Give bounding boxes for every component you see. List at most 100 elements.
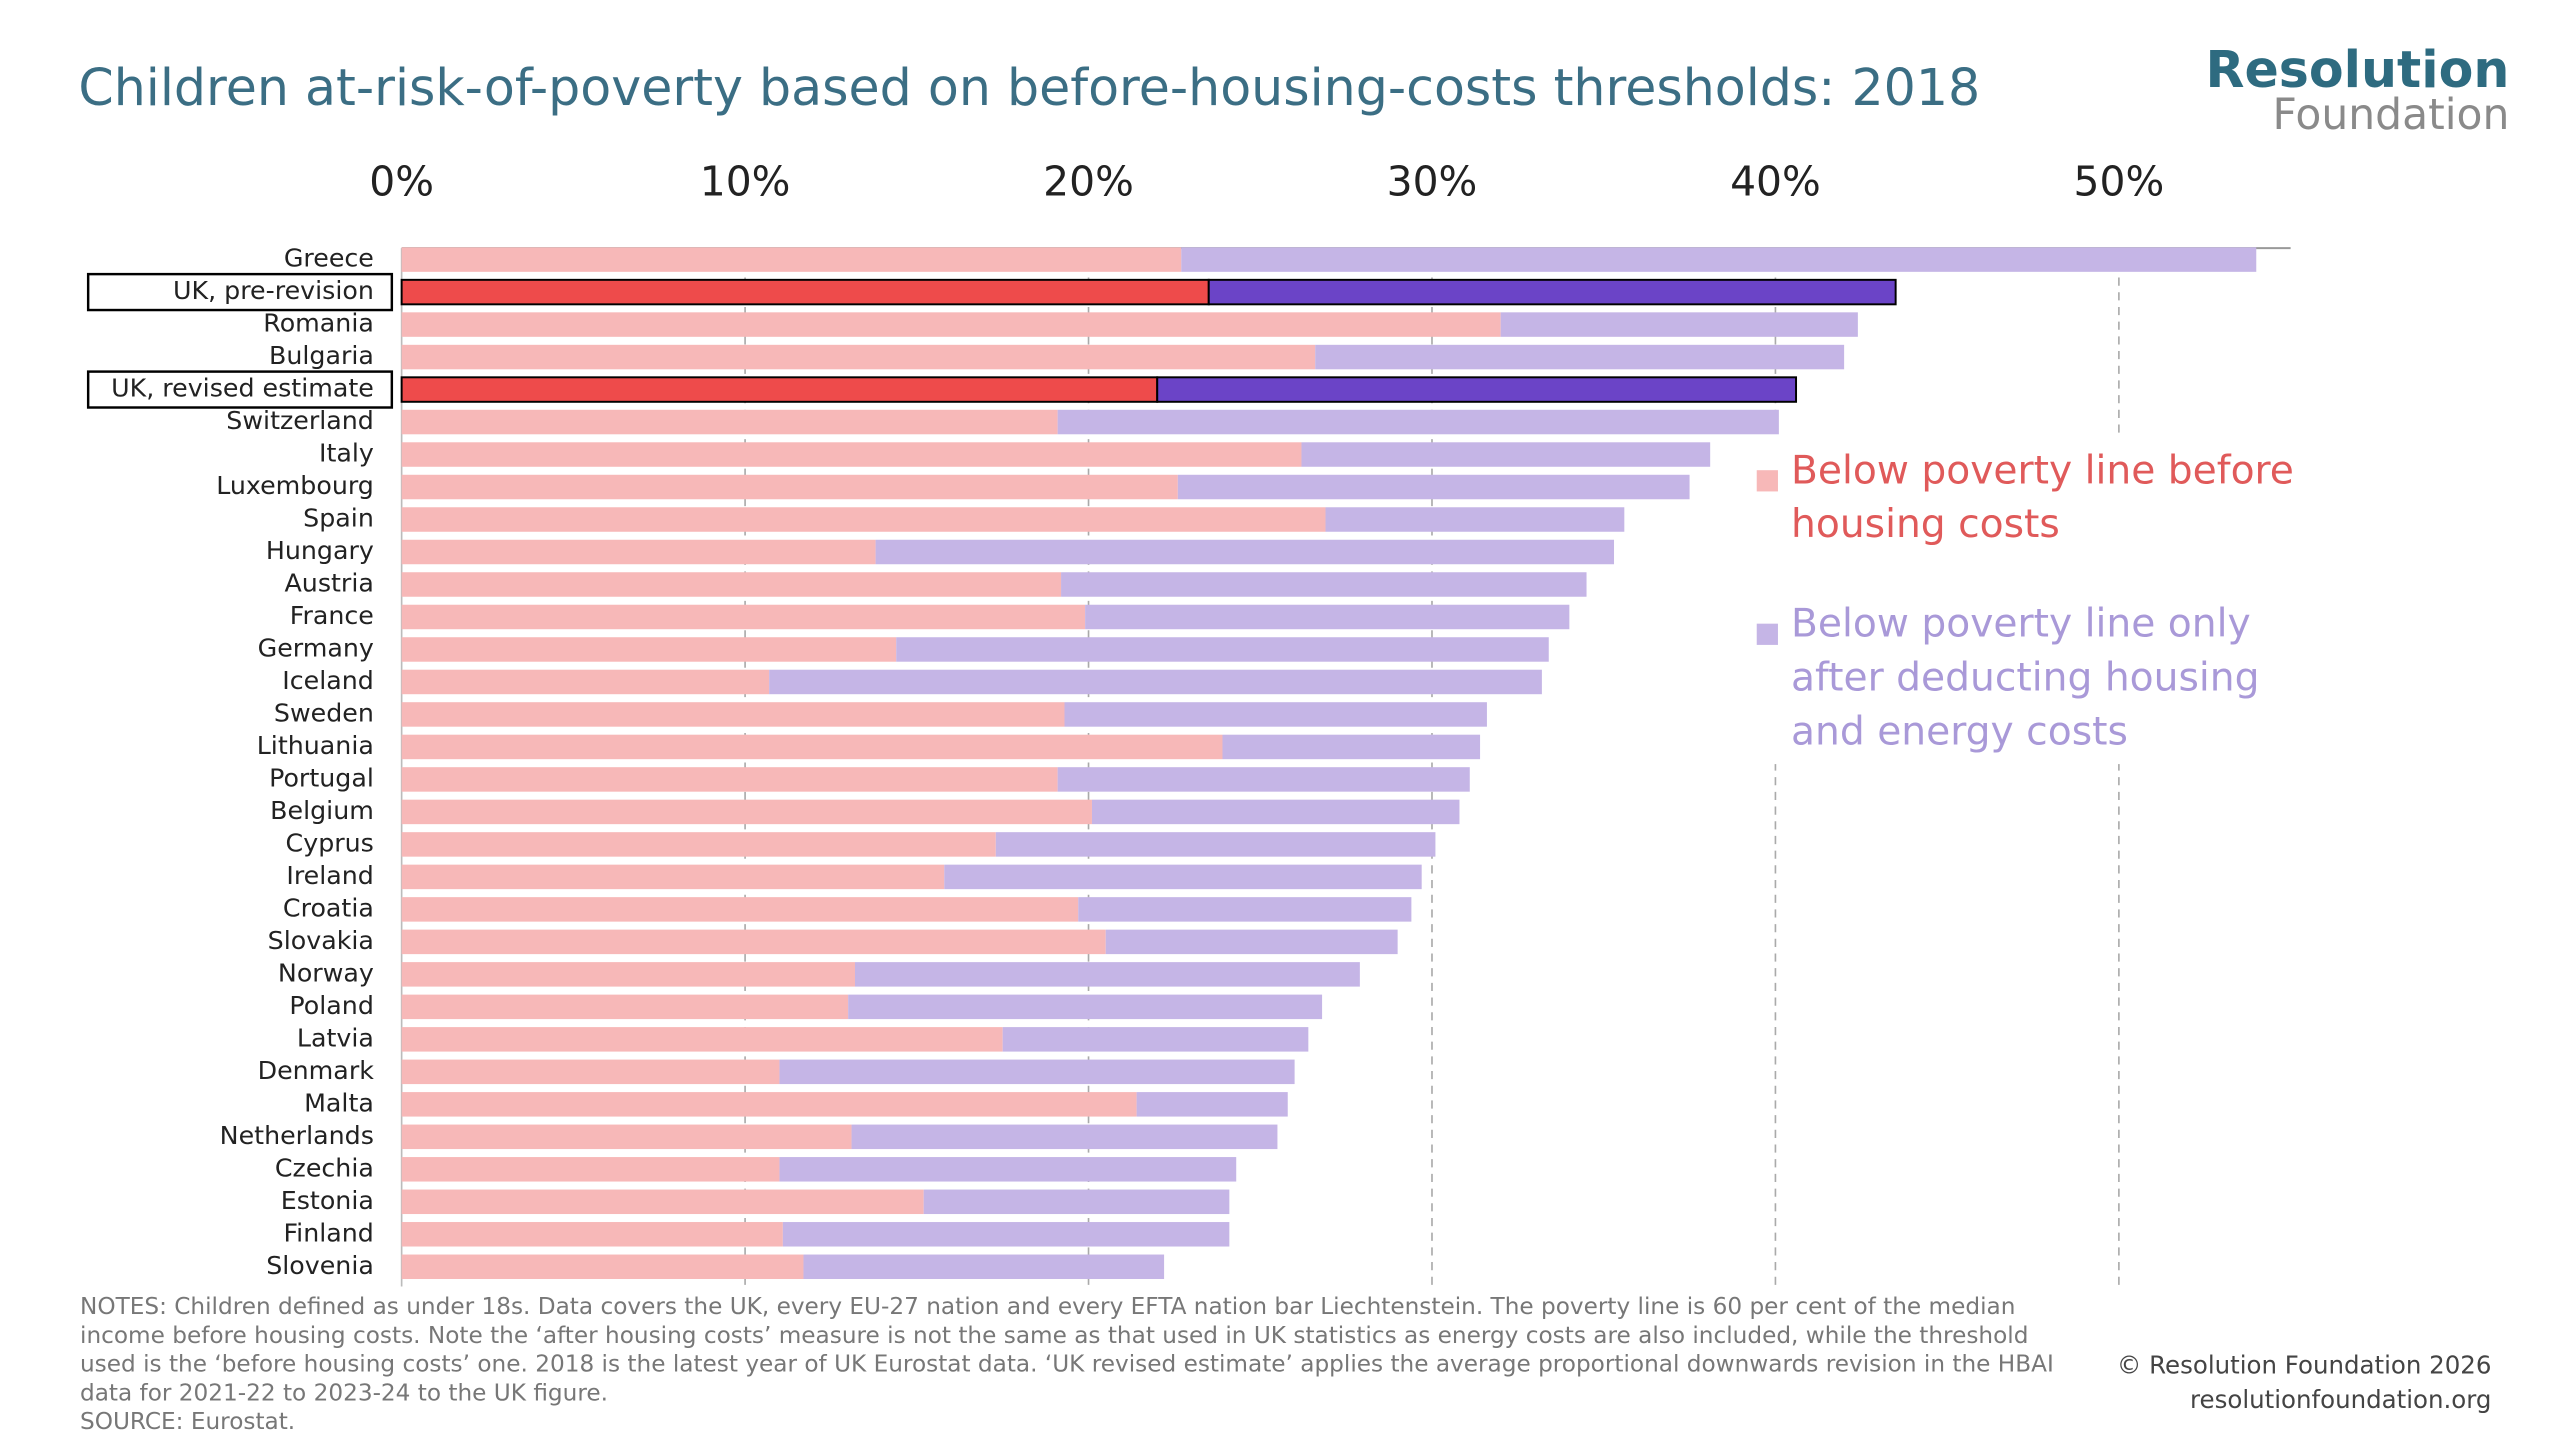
bar bbox=[401, 1027, 1003, 1052]
bar bbox=[875, 539, 1615, 565]
bar bbox=[401, 799, 1092, 825]
bar bbox=[401, 929, 1106, 955]
y-tick-label: Luxembourg bbox=[216, 471, 374, 500]
bar bbox=[401, 1059, 780, 1085]
bar bbox=[1105, 929, 1398, 955]
bar bbox=[401, 962, 855, 987]
legend-item: Below poverty line before housing costs bbox=[1791, 447, 2294, 547]
bar bbox=[401, 669, 770, 695]
bar bbox=[400, 278, 1210, 306]
bar bbox=[401, 734, 1223, 760]
y-tick-label: Portugal bbox=[269, 763, 374, 792]
bar bbox=[848, 994, 1323, 1020]
bar bbox=[401, 507, 1326, 532]
bar bbox=[401, 1189, 924, 1215]
bar bbox=[401, 832, 996, 857]
y-tick-label: Germany bbox=[258, 633, 374, 662]
bar bbox=[1222, 734, 1481, 760]
y-tick-label: Latvia bbox=[297, 1023, 374, 1052]
bar bbox=[854, 962, 1360, 987]
bar bbox=[401, 1157, 780, 1182]
bar bbox=[401, 1092, 1137, 1117]
bar bbox=[782, 1222, 1230, 1247]
bar bbox=[1091, 799, 1460, 825]
chart-title: Children at-risk-of-poverty based on bef… bbox=[78, 58, 1980, 117]
bar bbox=[400, 376, 1159, 403]
note-line: used is the ‘before housing costs’ one. … bbox=[80, 1351, 2054, 1378]
bar bbox=[923, 1189, 1230, 1215]
x-tick-label: 0% bbox=[369, 157, 434, 205]
logo-bottom: Foundation bbox=[2272, 91, 2509, 140]
bar bbox=[401, 442, 1302, 467]
y-tick-label: Belgium bbox=[270, 796, 374, 825]
bar bbox=[1061, 572, 1587, 597]
bar bbox=[401, 897, 1079, 922]
x-tick-label: 20% bbox=[1043, 157, 1134, 205]
bar bbox=[401, 539, 876, 565]
highlight-box bbox=[86, 272, 394, 312]
y-tick-label: Netherlands bbox=[220, 1121, 374, 1150]
legend-swatch bbox=[1756, 470, 1778, 492]
bar bbox=[1181, 247, 2257, 272]
y-tick-label: Hungary bbox=[266, 536, 374, 565]
bar bbox=[401, 864, 945, 890]
bar bbox=[779, 1157, 1237, 1182]
note-line: income before housing costs. Note the ‘a… bbox=[80, 1322, 2028, 1349]
legend-background bbox=[1743, 437, 2348, 765]
legend-label: Below poverty line only after deducting … bbox=[1791, 600, 2260, 755]
note-line: NOTES: Children defined as under 18s. Da… bbox=[80, 1293, 2015, 1320]
y-tick-label: Iceland bbox=[282, 666, 374, 695]
bar bbox=[1085, 604, 1570, 630]
y-tick-label: Cyprus bbox=[286, 828, 374, 857]
bar bbox=[401, 1124, 852, 1150]
bar bbox=[1078, 897, 1412, 922]
y-tick-label: Slovakia bbox=[268, 926, 374, 955]
y-tick-label: Greece bbox=[284, 244, 374, 273]
website: resolutionfoundation.org bbox=[2190, 1385, 2491, 1414]
legend-swatch bbox=[1756, 623, 1778, 645]
y-tick-label: Croatia bbox=[283, 893, 374, 922]
legend-item: Below poverty line only after deducting … bbox=[1791, 600, 2260, 755]
x-tick-label: 50% bbox=[2074, 157, 2165, 205]
y-tick-label: Romania bbox=[263, 309, 374, 338]
bar bbox=[1136, 1092, 1288, 1117]
bar bbox=[1177, 474, 1690, 500]
logo-top: Resolution bbox=[2205, 40, 2509, 99]
y-tick-label: Malta bbox=[304, 1088, 374, 1117]
bar bbox=[401, 994, 849, 1020]
bar bbox=[401, 604, 1086, 630]
y-tick-label: Bulgaria bbox=[269, 341, 374, 370]
copyright: © Resolution Foundation 2026 bbox=[2117, 1351, 2492, 1380]
x-tick-label: 10% bbox=[700, 157, 791, 205]
bar bbox=[769, 669, 1542, 695]
y-tick-label: Denmark bbox=[258, 1056, 375, 1085]
bar bbox=[401, 344, 1316, 370]
bar bbox=[401, 1254, 804, 1280]
bar bbox=[401, 637, 897, 662]
bar bbox=[896, 637, 1549, 662]
y-tick-label: Ireland bbox=[286, 861, 374, 890]
bar bbox=[1002, 1027, 1309, 1052]
legend-label: Below poverty line before housing costs bbox=[1791, 447, 2294, 547]
bar bbox=[401, 1222, 783, 1247]
bar bbox=[779, 1059, 1295, 1085]
y-tick-label: Norway bbox=[278, 958, 374, 987]
y-tick-label: France bbox=[290, 601, 374, 630]
bar bbox=[401, 409, 1058, 435]
bar bbox=[1325, 507, 1625, 532]
bar bbox=[1315, 344, 1845, 370]
bar bbox=[1057, 409, 1779, 435]
bar bbox=[803, 1254, 1165, 1280]
bar bbox=[1064, 702, 1487, 727]
bar bbox=[401, 312, 1501, 337]
y-tick-label: Slovenia bbox=[266, 1251, 374, 1280]
y-tick-label: Sweden bbox=[274, 698, 374, 727]
y-tick-label: Austria bbox=[285, 568, 374, 597]
y-tick-label: UK, revised estimate bbox=[111, 374, 374, 403]
note-line: SOURCE: Eurostat. bbox=[80, 1408, 295, 1435]
bar bbox=[851, 1124, 1278, 1150]
bar bbox=[1207, 278, 1897, 306]
highlight-box bbox=[86, 370, 394, 409]
bar bbox=[401, 572, 1062, 597]
